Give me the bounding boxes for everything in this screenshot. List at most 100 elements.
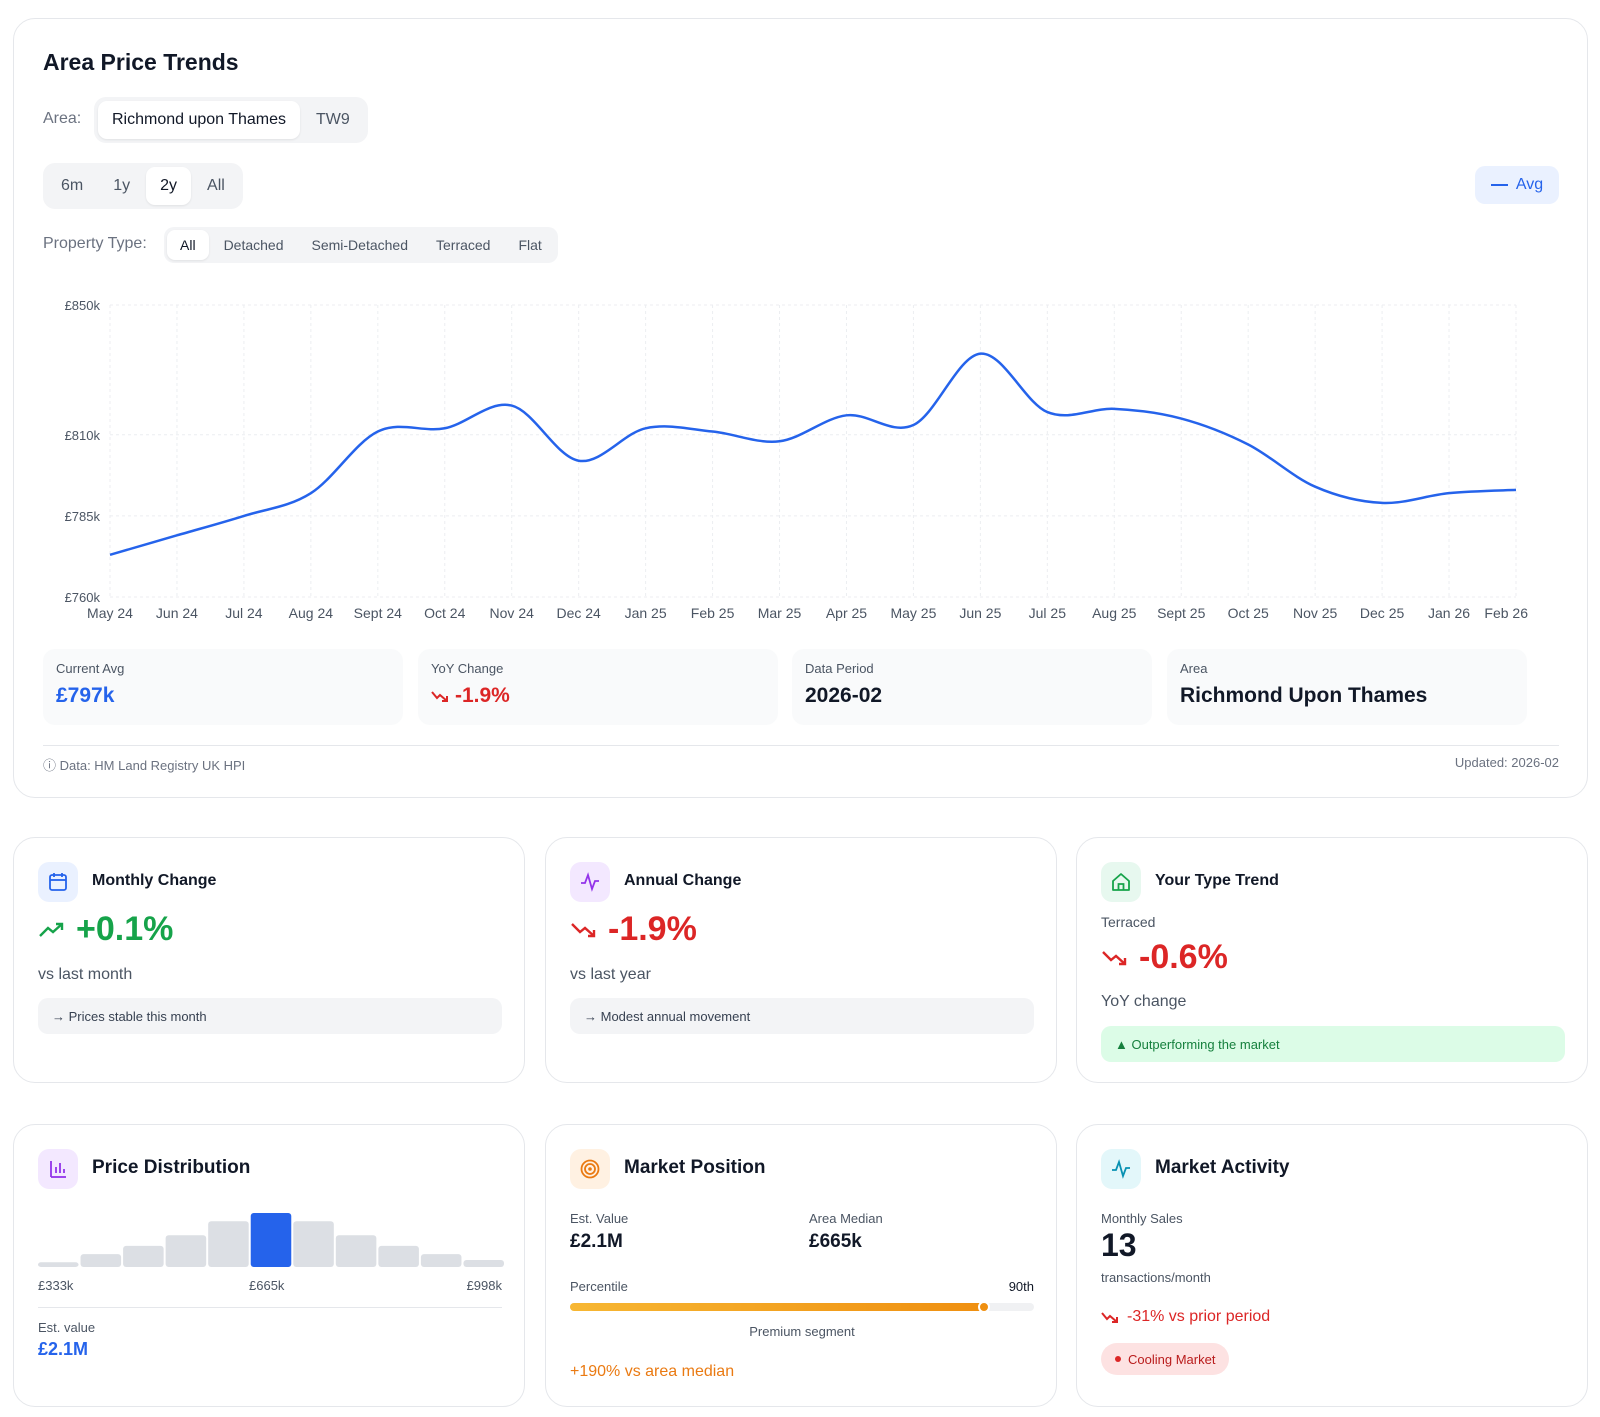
dist-label-min: £333k (38, 1278, 74, 1293)
histogram-bar (165, 1235, 207, 1267)
badge-label: Cooling Market (1128, 1351, 1216, 1367)
histogram-bar (293, 1221, 334, 1267)
ptype-option-semi-detached[interactable]: Semi-Detached (311, 237, 409, 253)
area-selector: Richmond upon Thames TW9 (94, 97, 368, 143)
x-tick-label: Sept 24 (354, 605, 402, 621)
percentile-bar-fill (570, 1301, 990, 1313)
stat-label: YoY Change (431, 661, 504, 676)
histogram-bar (420, 1254, 462, 1267)
y-tick-label: £850k (65, 298, 101, 313)
x-tick-label: May 24 (87, 605, 133, 621)
updated-date: Updated: 2026-02 (1454, 755, 1559, 770)
x-tick-label: Nov 24 (490, 605, 535, 621)
percentile-bar (570, 1301, 1034, 1313)
x-tick-label: Jul 25 (1029, 605, 1067, 621)
stat-label: Current Avg (56, 661, 125, 676)
area-label: Area: (43, 110, 82, 127)
card-title: Your Type Trend (1155, 872, 1279, 889)
price-trend-chart: May 24 Jun 24 Jul 24 Aug 24 Sept 24 Oct 24 Nov… (65, 298, 1529, 621)
area-option-richmond[interactable]: Richmond upon Thames (98, 101, 301, 139)
ptype-option-terraced[interactable]: Terraced (436, 237, 491, 253)
annual-change-card: Annual Change -1.9% vs last year → Modes… (545, 837, 1057, 1083)
area-price-trends-card: Area Price Trends Area: Richmond upon Th… (13, 18, 1588, 798)
card-subtitle: YoY change (1101, 993, 1187, 1010)
est-value-label: Est. Value (570, 1211, 629, 1226)
x-tick-label: Dec 24 (556, 605, 601, 621)
property-type-selector: All Detached Semi-Detached Terraced Flat (164, 227, 558, 263)
divider (38, 1307, 502, 1308)
range-selector: 6m 1y 2y All (43, 163, 243, 209)
x-tick-label: Aug 25 (1092, 605, 1137, 621)
histogram-bar (250, 1213, 292, 1267)
trend-down-icon (431, 691, 448, 702)
activity-icon (570, 862, 610, 902)
avg-legend-toggle[interactable]: Avg (1475, 166, 1559, 204)
sales-unit: transactions/month (1101, 1270, 1211, 1285)
annual-change-value-wrap: -1.9% (570, 910, 697, 949)
monthly-change-card: Monthly Change +0.1% vs last month → Pri… (13, 837, 525, 1083)
market-status-badge: Cooling Market (1101, 1343, 1230, 1375)
histogram-bar (378, 1245, 419, 1267)
series-line-avg (109, 352, 1517, 557)
stat-label: Data Period (805, 661, 874, 676)
x-tick-label: Sept 25 (1157, 605, 1205, 621)
range-option-all[interactable]: All (207, 177, 225, 194)
trend-down-icon (1101, 1312, 1118, 1323)
trend-down-icon (571, 922, 596, 937)
stat-value: 2026-02 (805, 684, 883, 707)
range-option-2y[interactable]: 2y (146, 167, 192, 205)
area-median-label: Area Median (809, 1211, 883, 1226)
page-title: Area Price Trends (43, 49, 239, 75)
x-tick-label: Aug 24 (289, 605, 334, 621)
home-icon (1101, 862, 1141, 902)
est-value: £2.1M (570, 1231, 623, 1252)
area-option-tw9[interactable]: TW9 (316, 111, 350, 128)
monthly-change-value-wrap: +0.1% (38, 910, 173, 949)
percentile-value: 90th (1008, 1279, 1034, 1294)
histogram-bar (80, 1254, 122, 1267)
range-option-6m[interactable]: 6m (61, 177, 84, 194)
x-tick-label: Jun 25 (959, 605, 1001, 621)
type-trend-value: -0.6% (1139, 938, 1228, 976)
est-value-label: Est. value (38, 1320, 96, 1335)
market-activity-card: Market Activity Monthly Sales 13 transac… (1076, 1124, 1588, 1407)
range-option-1y[interactable]: 1y (113, 177, 131, 194)
histogram-bar (335, 1235, 377, 1267)
ptype-option-all[interactable]: All (167, 230, 209, 260)
stat-value-wrap: -1.9% (431, 684, 510, 708)
annual-note: → Modest annual movement (570, 998, 1034, 1034)
dist-label-mid: £665k (249, 1278, 285, 1293)
stat-label: Area (1180, 661, 1208, 676)
y-tick-label: £810k (65, 428, 101, 443)
type-trend-note: ▲ Outperforming the market (1101, 1026, 1565, 1062)
x-tick-label: Jan 26 (1428, 605, 1470, 621)
ptype-option-detached[interactable]: Detached (223, 237, 284, 253)
ptype-option-flat[interactable]: Flat (518, 237, 542, 253)
card-title: Price Distribution (92, 1157, 251, 1178)
stat-value: Richmond Upon Thames (1180, 684, 1428, 707)
trend-up-icon (39, 922, 64, 937)
histogram-bar (463, 1259, 504, 1267)
x-tick-label: Dec 25 (1360, 605, 1405, 621)
stat-data-period: Data Period 2026-02 (792, 649, 1152, 725)
target-icon (570, 1149, 610, 1189)
market-position-card: Market Position Est. Value £2.1M Area Me… (545, 1124, 1057, 1407)
stat-yoy-change: YoY Change -1.9% (418, 649, 778, 725)
monthly-change-value: +0.1% (76, 910, 174, 948)
price-distribution-card: Price Distribution £333k £665k £998k Est… (13, 1124, 525, 1407)
x-tick-label: Mar 25 (758, 605, 802, 621)
histogram-bar (38, 1262, 79, 1267)
histogram-bar (208, 1221, 249, 1267)
stat-current-avg: Current Avg £797k (43, 649, 403, 725)
legend-line-icon (1490, 184, 1508, 186)
y-tick-label: £760k (65, 590, 101, 605)
x-tick-label: Jul 24 (225, 605, 263, 621)
x-tick-label: Oct 25 (1228, 605, 1269, 621)
card-title: Market Position (624, 1157, 766, 1178)
data-source: ⓘ Data: HM Land Registry UK HPI (43, 758, 246, 773)
area-median-value: £665k (809, 1231, 862, 1252)
calendar-icon (38, 862, 78, 902)
card-title: Annual Change (624, 872, 742, 889)
activity-change: -31% vs prior period (1127, 1308, 1271, 1325)
x-tick-label: Nov 25 (1293, 605, 1338, 621)
